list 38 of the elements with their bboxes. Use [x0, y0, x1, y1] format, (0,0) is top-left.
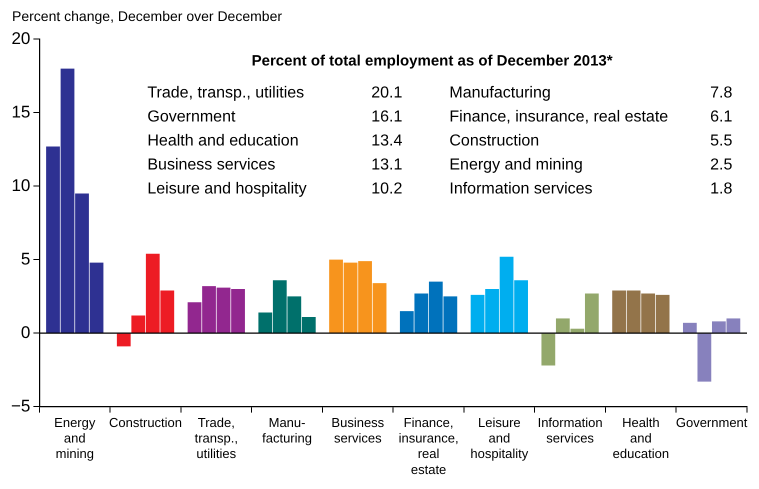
annotation: 13.4 [371, 132, 402, 150]
annotation: 2.5 [710, 156, 732, 174]
y-tick-label: 15 [11, 102, 30, 122]
y-tick-label: 20 [11, 28, 30, 48]
annotation: Construction [449, 132, 540, 150]
annotation: 7.8 [710, 84, 732, 102]
annotation: Business services [147, 156, 276, 174]
annotation: Finance, insurance, real estate [449, 108, 668, 126]
y-tick-label: 5 [20, 249, 30, 268]
x-tick-label: Government [676, 414, 748, 430]
annotation: 16.1 [371, 108, 402, 126]
annotation: 10.2 [371, 180, 402, 198]
x-tick-label: Health and education [612, 414, 670, 462]
annotation: 13.1 [371, 156, 402, 174]
annotation: Manufacturing [449, 84, 551, 102]
x-tick-label: Information services [538, 414, 603, 446]
annotation: Information services [449, 180, 593, 198]
annotation: 20.1 [371, 84, 402, 102]
x-tick-label: Energy and mining [54, 414, 96, 462]
y-tick-label: −5 [10, 396, 30, 416]
annotation: Government [147, 108, 236, 126]
annotation: 6.1 [710, 108, 732, 126]
x-tick-label: Finance, insurance, real estate [398, 414, 459, 477]
annotation: 1.8 [710, 180, 732, 198]
x-tick-label: Business services [331, 414, 385, 446]
annotation: Trade, transp., utilities [147, 84, 304, 102]
y-tick-label: 10 [11, 176, 30, 195]
annotation: Leisure and hospitality [147, 180, 307, 198]
x-tick-label: Trade, transp., utilities [194, 414, 238, 462]
x-tick-label: Construction [109, 414, 182, 430]
x-tick-label: Manu-facturing [262, 414, 312, 446]
annotation: Energy and mining [449, 156, 583, 174]
annotation: 5.5 [710, 132, 732, 150]
y-tick-label: 0 [20, 322, 30, 342]
annotation: Health and education [147, 132, 299, 150]
y-axis-title: Percent change, December over December [12, 8, 284, 24]
x-tick-label: Leisure and hospitality [470, 414, 529, 462]
annotation: Percent of total employment as of December 2013* [252, 52, 613, 70]
